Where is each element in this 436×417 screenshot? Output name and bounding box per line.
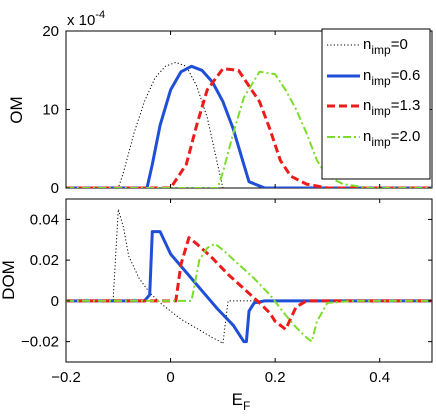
dom-series-line-4	[66, 242, 432, 343]
dom-series-line-1	[66, 208, 432, 345]
dom-x-tick-label: 0	[166, 369, 174, 386]
x-axis-label: EF	[232, 390, 251, 413]
legend: nimp=0 nimp=0.6 nimp=1.3 nimp=2.0	[321, 28, 431, 180]
om-y-tick-label: 20	[42, 23, 59, 40]
dom-ticks: −0.2 0 0.2 0.4 −0.02 0 0.02 0.04	[21, 199, 432, 386]
dom-series-line-3	[66, 236, 432, 331]
om-series-line-1	[66, 61, 432, 188]
legend-box	[321, 28, 431, 180]
legend-label-3: nimp=1.3	[363, 97, 420, 118]
dom-x-tick-label: 0.2	[265, 369, 286, 386]
dom-y-tick-label: 0.02	[30, 252, 59, 269]
legend-label-4: nimp=2.0	[363, 128, 420, 149]
dom-y-tick-label: 0	[51, 293, 59, 310]
dom-x-tick-label: −0.2	[51, 369, 81, 386]
om-y-tick-label: 10	[42, 102, 59, 119]
om-series-line-4	[66, 70, 432, 188]
dom-y-tick-label: 0.04	[30, 211, 59, 228]
om-y-axis-label: OM	[7, 96, 26, 123]
dom-y-tick-label: −0.02	[21, 334, 59, 351]
dom-y-axis-label: DOM	[0, 260, 18, 300]
dom-series-group	[66, 208, 432, 345]
dom-plot-area	[65, 198, 433, 363]
legend-label-2: nimp=0.6	[363, 67, 420, 88]
dom-panel: −0.2 0 0.2 0.4 −0.02 0 0.02 0.04 DOM EF	[0, 198, 433, 413]
om-series-group	[66, 61, 432, 188]
legend-label-1: nimp=0	[363, 36, 408, 57]
dom-x-tick-label: 0.4	[369, 369, 390, 386]
om-exponent-label: x 10-4	[67, 9, 105, 29]
om-y-tick-label: 0	[51, 180, 59, 197]
om-series-line-3	[66, 67, 432, 188]
om-series-line-2	[66, 64, 432, 188]
dom-series-line-2	[66, 230, 432, 344]
